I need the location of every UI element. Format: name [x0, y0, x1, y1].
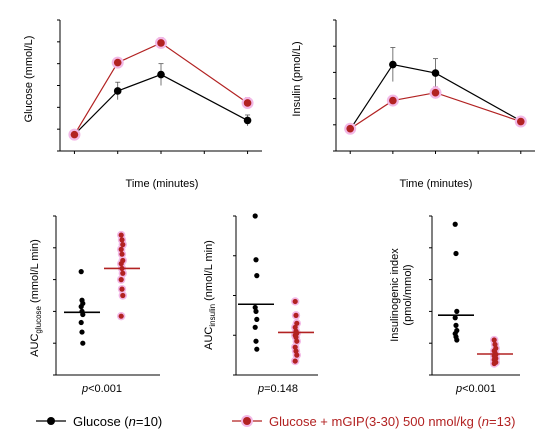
auc-insulin-panel: AUCinsulin (nmol/L min) p=0.148 [203, 213, 318, 395]
insulinogenic-glucose-point [453, 250, 459, 257]
auc-glucose-gip-point [118, 232, 124, 238]
auc-insulin-glucose-point [252, 304, 258, 311]
glucose-glucose-point [157, 70, 165, 79]
legend-glucose-marker [47, 417, 55, 425]
glucose-gip-point [70, 130, 79, 139]
auc-insulin-glucose-point [254, 316, 260, 322]
auc-insulin-gip-point [293, 312, 299, 318]
glucose-gip-point [243, 99, 252, 107]
auc-insulin-gip-point [294, 338, 300, 344]
insulinogenic-index-panel: Insulinogenic index(pmol/mmol) p<0.001 [389, 215, 520, 395]
insulinogenic-glucose-point [452, 221, 458, 227]
insulin-glucose-point [389, 60, 397, 69]
auc-glucose-glucose-point [80, 340, 86, 346]
auc-insulin-gip-point [293, 348, 299, 354]
insulin-y-axis-label: Insulin (pmol/L) [291, 41, 303, 116]
insulin-time-panel: Insulin (pmol/L) Time (minutes) [291, 19, 535, 190]
insulinogenic-glucose-point [452, 315, 458, 321]
auc-glucose-gip-point [118, 261, 124, 267]
auc-insulin-glucose-point [252, 213, 258, 219]
auc-insulin-glucose-point [253, 308, 259, 314]
auc-glucose-gip-point [118, 277, 124, 283]
insulin-gip-series-line [349, 92, 521, 130]
insulin-gip-point [346, 124, 355, 133]
auc-insulin-glucose-point [253, 257, 259, 263]
glucose-x-axis-label: Time (minutes) [126, 178, 199, 190]
auc-glucose-y-axis-label: AUCglucose (mmol/L min) [29, 239, 43, 357]
auc-insulin-gip-point [294, 352, 300, 358]
auc-insulin-glucose-point [254, 273, 260, 279]
auc-glucose-glucose-point [79, 329, 85, 335]
auc-insulin-p-value: p=0.148 [257, 383, 298, 395]
auc-glucose-p-value: p<0.001 [81, 383, 122, 395]
auc-insulin-y-axis-label: AUCinsulin (nmol/L min) [203, 240, 217, 350]
insulin-glucose-series-line [349, 63, 522, 130]
insulin-x-axis-label: Time (minutes) [400, 178, 473, 190]
auc-glucose-gip-point [120, 270, 126, 276]
glucose-gip-point [157, 39, 165, 47]
insulinogenic-y-axis-label: Insulinogenic index(pmol/mmol) [389, 248, 414, 342]
legend: Glucose (n=10) Glucose + mGIP(3-30) 500 … [36, 414, 515, 429]
insulinogenic-glucose-point [454, 337, 460, 343]
glucose-glucose-series-line [74, 73, 248, 136]
auc-insulin-gip-point [294, 320, 300, 326]
insulinogenic-gip-point [491, 337, 497, 343]
auc-insulin-glucose-point [253, 338, 259, 344]
auc-insulin-gip-point [292, 358, 298, 364]
legend-gip-label: Glucose + mGIP(3-30) 500 nmol/kg (n=13) [269, 414, 515, 429]
auc-insulin-gip-point [293, 334, 299, 340]
glucose-time-panel: Glucose (mmol/L) Time (minutes) [23, 19, 262, 190]
auc-insulin-gip-point [292, 344, 298, 350]
insulin-glucose-point [431, 69, 440, 77]
insulin-gip-point [516, 117, 525, 126]
auc-glucose-gip-point [119, 286, 125, 292]
auc-insulin-glucose-point [254, 346, 260, 352]
auc-glucose-panel: AUCglucose (mmol/L min) p<0.001 [29, 215, 160, 395]
auc-glucose-glucose-point [78, 319, 84, 326]
auc-glucose-glucose-point [78, 269, 84, 275]
legend-glucose-label: Glucose (n=10) [73, 414, 162, 429]
auc-glucose-gip-point [118, 313, 124, 319]
auc-insulin-gip-point [292, 324, 298, 330]
legend-gip-marker [243, 417, 251, 425]
auc-insulin-gip-point [292, 298, 298, 305]
insulinogenic-glucose-point [454, 308, 460, 314]
glucose-gip-point [113, 58, 122, 67]
insulinogenic-glucose-point [453, 322, 459, 328]
insulin-gip-point [431, 88, 440, 97]
insulin-gip-point [389, 96, 397, 105]
auc-glucose-gip-point [120, 242, 126, 248]
glucose-y-axis-label: Glucose (mmol/L) [23, 36, 35, 123]
auc-glucose-gip-point [119, 251, 125, 257]
auc-glucose-gip-point [118, 246, 124, 252]
glucose-glucose-point [243, 116, 252, 125]
auc-insulin-glucose-point [252, 324, 258, 330]
auc-glucose-gip-point [120, 292, 126, 299]
insulinogenic-gip-point [491, 360, 497, 367]
glucose-gip-series-line [73, 42, 248, 135]
insulinogenic-p-value: p<0.001 [455, 383, 496, 395]
auc-glucose-gip-point [119, 237, 125, 243]
auc-glucose-glucose-point [78, 304, 84, 310]
auc-glucose-glucose-point [80, 311, 86, 318]
glucose-glucose-point [113, 87, 122, 95]
